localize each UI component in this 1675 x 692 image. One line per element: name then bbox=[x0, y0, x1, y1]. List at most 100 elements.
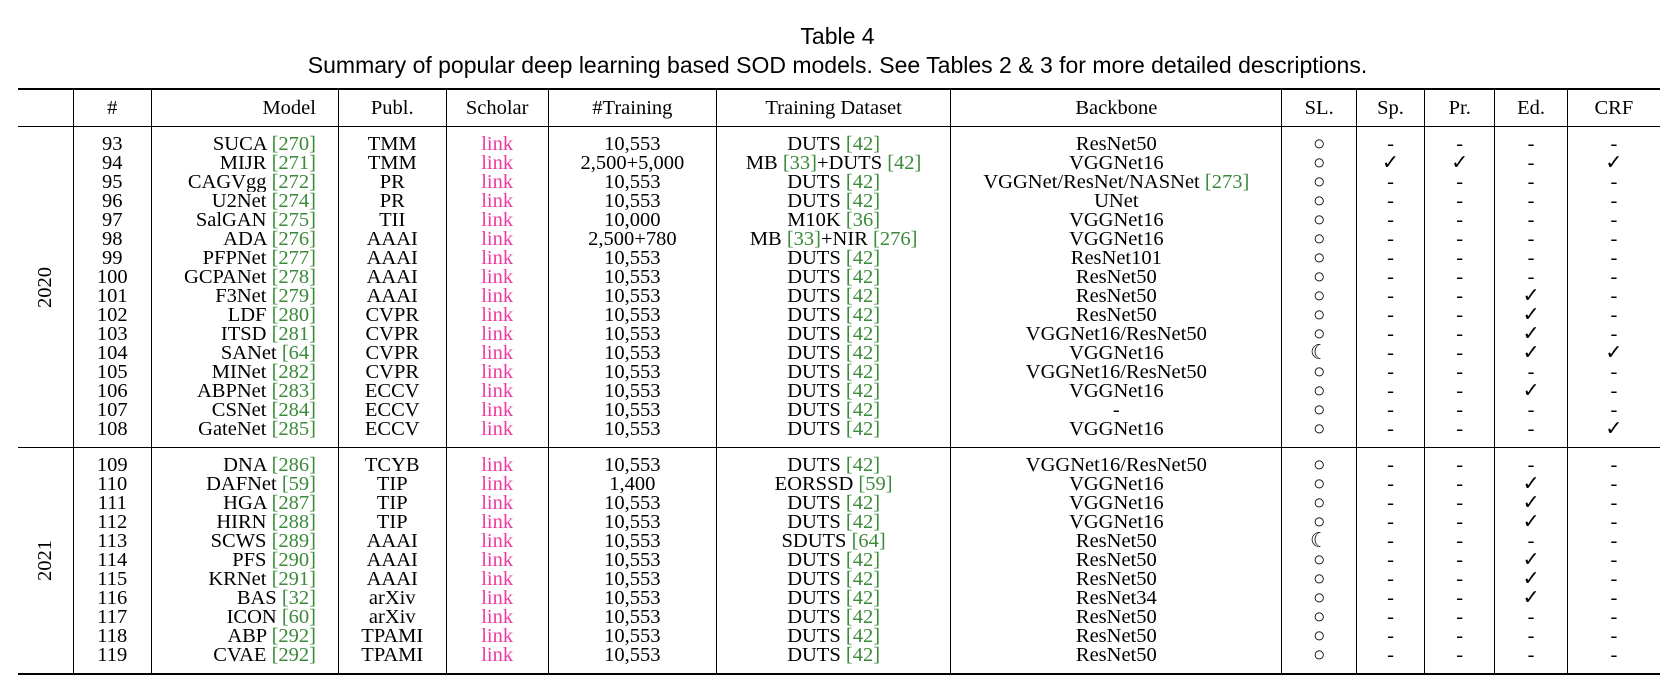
table-row: 114 PFS [290] AAAI link 10,553 DUTS [42] ResNe… bbox=[18, 551, 1660, 570]
row-number: 101 bbox=[72, 287, 152, 306]
sp-mark: - bbox=[1355, 287, 1425, 306]
scholar-link: link bbox=[445, 551, 549, 570]
scholar-link-text[interactable]: link bbox=[481, 608, 514, 627]
table-row: 113 SCWS [289] AAAI link 10,553 SDUTS [64] Res… bbox=[18, 532, 1660, 551]
scholar-link: link bbox=[445, 532, 549, 551]
scholar-link: link bbox=[445, 344, 549, 363]
citation-ref: [278] bbox=[271, 268, 316, 287]
citation-ref: [290] bbox=[271, 551, 316, 570]
training-dataset: DUTS [42] bbox=[715, 570, 951, 589]
citation-ref: [42] bbox=[845, 570, 881, 589]
scholar-link-text[interactable]: link bbox=[481, 627, 514, 646]
scholar-link: link bbox=[445, 382, 549, 401]
group-bottom-spacer bbox=[18, 439, 1660, 448]
scholar-link-text[interactable]: link bbox=[481, 494, 514, 513]
training-dataset: DUTS [42] bbox=[715, 513, 951, 532]
scholar-link-text[interactable]: link bbox=[481, 211, 514, 230]
training-count: 10,553 bbox=[547, 268, 717, 287]
scholar-link-text[interactable]: link bbox=[481, 475, 514, 494]
sp-mark: - bbox=[1355, 494, 1425, 513]
training-dataset: MB [33]+NIR [276] bbox=[715, 230, 951, 249]
scholar-link: link bbox=[445, 173, 549, 192]
scholar-link-text[interactable]: link bbox=[481, 513, 514, 532]
spacer-cell bbox=[18, 127, 73, 136]
scholar-link-text[interactable]: link bbox=[481, 344, 514, 363]
header-backbone: Backbone bbox=[950, 88, 1282, 127]
sp-mark: - bbox=[1355, 420, 1425, 439]
citation-ref: [289] bbox=[271, 532, 316, 551]
spacer-cell bbox=[1355, 665, 1425, 675]
cell-text: DUTS bbox=[787, 192, 846, 211]
spacer-cell bbox=[1424, 447, 1495, 456]
spacer-cell bbox=[1281, 447, 1357, 456]
crf-mark: - bbox=[1566, 532, 1660, 551]
training-dataset: DUTS [42] bbox=[715, 192, 951, 211]
sp-mark: - bbox=[1355, 268, 1425, 287]
model-name: BAS [32] bbox=[150, 589, 339, 608]
scholar-link-text[interactable]: link bbox=[481, 135, 514, 154]
scholar-link-text[interactable]: link bbox=[481, 382, 514, 401]
model-text: ABPNet bbox=[196, 382, 272, 401]
scholar-link-text[interactable]: link bbox=[481, 249, 514, 268]
scholar-link-text[interactable]: link bbox=[481, 532, 514, 551]
scholar-link-text[interactable]: link bbox=[481, 325, 514, 344]
training-count: 10,553 bbox=[547, 494, 717, 513]
sp-mark: - bbox=[1355, 608, 1425, 627]
scholar-link-text[interactable]: link bbox=[481, 570, 514, 589]
cell-text: VGGNet16 bbox=[1069, 230, 1164, 249]
training-count: 10,553 bbox=[547, 382, 717, 401]
scholar-link-text[interactable]: link bbox=[481, 456, 514, 475]
cell-text: MB bbox=[745, 154, 783, 173]
citation-ref: [42] bbox=[845, 551, 881, 570]
pr-mark: - bbox=[1424, 135, 1495, 154]
scholar-link-text[interactable]: link bbox=[481, 268, 514, 287]
training-count: 1,400 bbox=[547, 475, 717, 494]
model-text: CSNet bbox=[211, 401, 272, 420]
citation-ref: [42] bbox=[845, 287, 881, 306]
pr-mark: - bbox=[1424, 173, 1495, 192]
citation-ref: [273] bbox=[1204, 173, 1250, 192]
pr-mark: - bbox=[1424, 475, 1495, 494]
scholar-link-text[interactable]: link bbox=[481, 230, 514, 249]
cell-text: SDUTS bbox=[781, 532, 852, 551]
crf-mark: - bbox=[1566, 363, 1660, 382]
table-row: 111 HGA [287] TIP link 10,553 DUTS [42] VGGNet… bbox=[18, 494, 1660, 513]
ed-mark: - bbox=[1494, 249, 1568, 268]
training-dataset: DUTS [42] bbox=[715, 363, 951, 382]
scholar-link-text[interactable]: link bbox=[481, 287, 514, 306]
table-number: Table 4 bbox=[800, 23, 875, 49]
training-count: 10,553 bbox=[547, 420, 717, 439]
scholar-link-text[interactable]: link bbox=[481, 551, 514, 570]
publication: PR bbox=[337, 173, 447, 192]
model-name: CAGVgg [272] bbox=[150, 173, 339, 192]
scholar-link-text[interactable]: link bbox=[481, 420, 514, 439]
sp-mark: - bbox=[1355, 192, 1425, 211]
pr-mark: - bbox=[1424, 363, 1495, 382]
pr-mark: - bbox=[1424, 268, 1495, 287]
scholar-link-text[interactable]: link bbox=[481, 401, 514, 420]
training-dataset: M10K [36] bbox=[715, 211, 951, 230]
backbone: UNet bbox=[950, 192, 1282, 211]
citation-ref: [42] bbox=[845, 627, 881, 646]
cell-text: ResNet50 bbox=[1075, 646, 1157, 665]
row-number: 106 bbox=[72, 382, 152, 401]
scholar-link-text[interactable]: link bbox=[481, 306, 514, 325]
scholar-link-text[interactable]: link bbox=[481, 173, 514, 192]
spacer-cell bbox=[547, 439, 717, 448]
publication: arXiv bbox=[337, 608, 447, 627]
scholar-link: link bbox=[445, 494, 549, 513]
row-number: 108 bbox=[72, 420, 152, 439]
table-row: 108 GateNet [285] ECCV link 10,553 DUTS [42] V… bbox=[18, 420, 1660, 439]
model-name: GateNet [285] bbox=[150, 420, 339, 439]
cell-text: DUTS bbox=[787, 325, 846, 344]
scholar-link-text[interactable]: link bbox=[481, 646, 514, 665]
scholar-link-text[interactable]: link bbox=[481, 363, 514, 382]
scholar-link-text[interactable]: link bbox=[481, 192, 514, 211]
model-name: CVAE [292] bbox=[150, 646, 339, 665]
training-count: 10,553 bbox=[547, 627, 717, 646]
scholar-link-text[interactable]: link bbox=[481, 154, 514, 173]
spacer-cell bbox=[18, 665, 74, 675]
sl-mark: ○ bbox=[1281, 287, 1357, 306]
sp-mark: - bbox=[1355, 627, 1425, 646]
scholar-link-text[interactable]: link bbox=[481, 589, 514, 608]
